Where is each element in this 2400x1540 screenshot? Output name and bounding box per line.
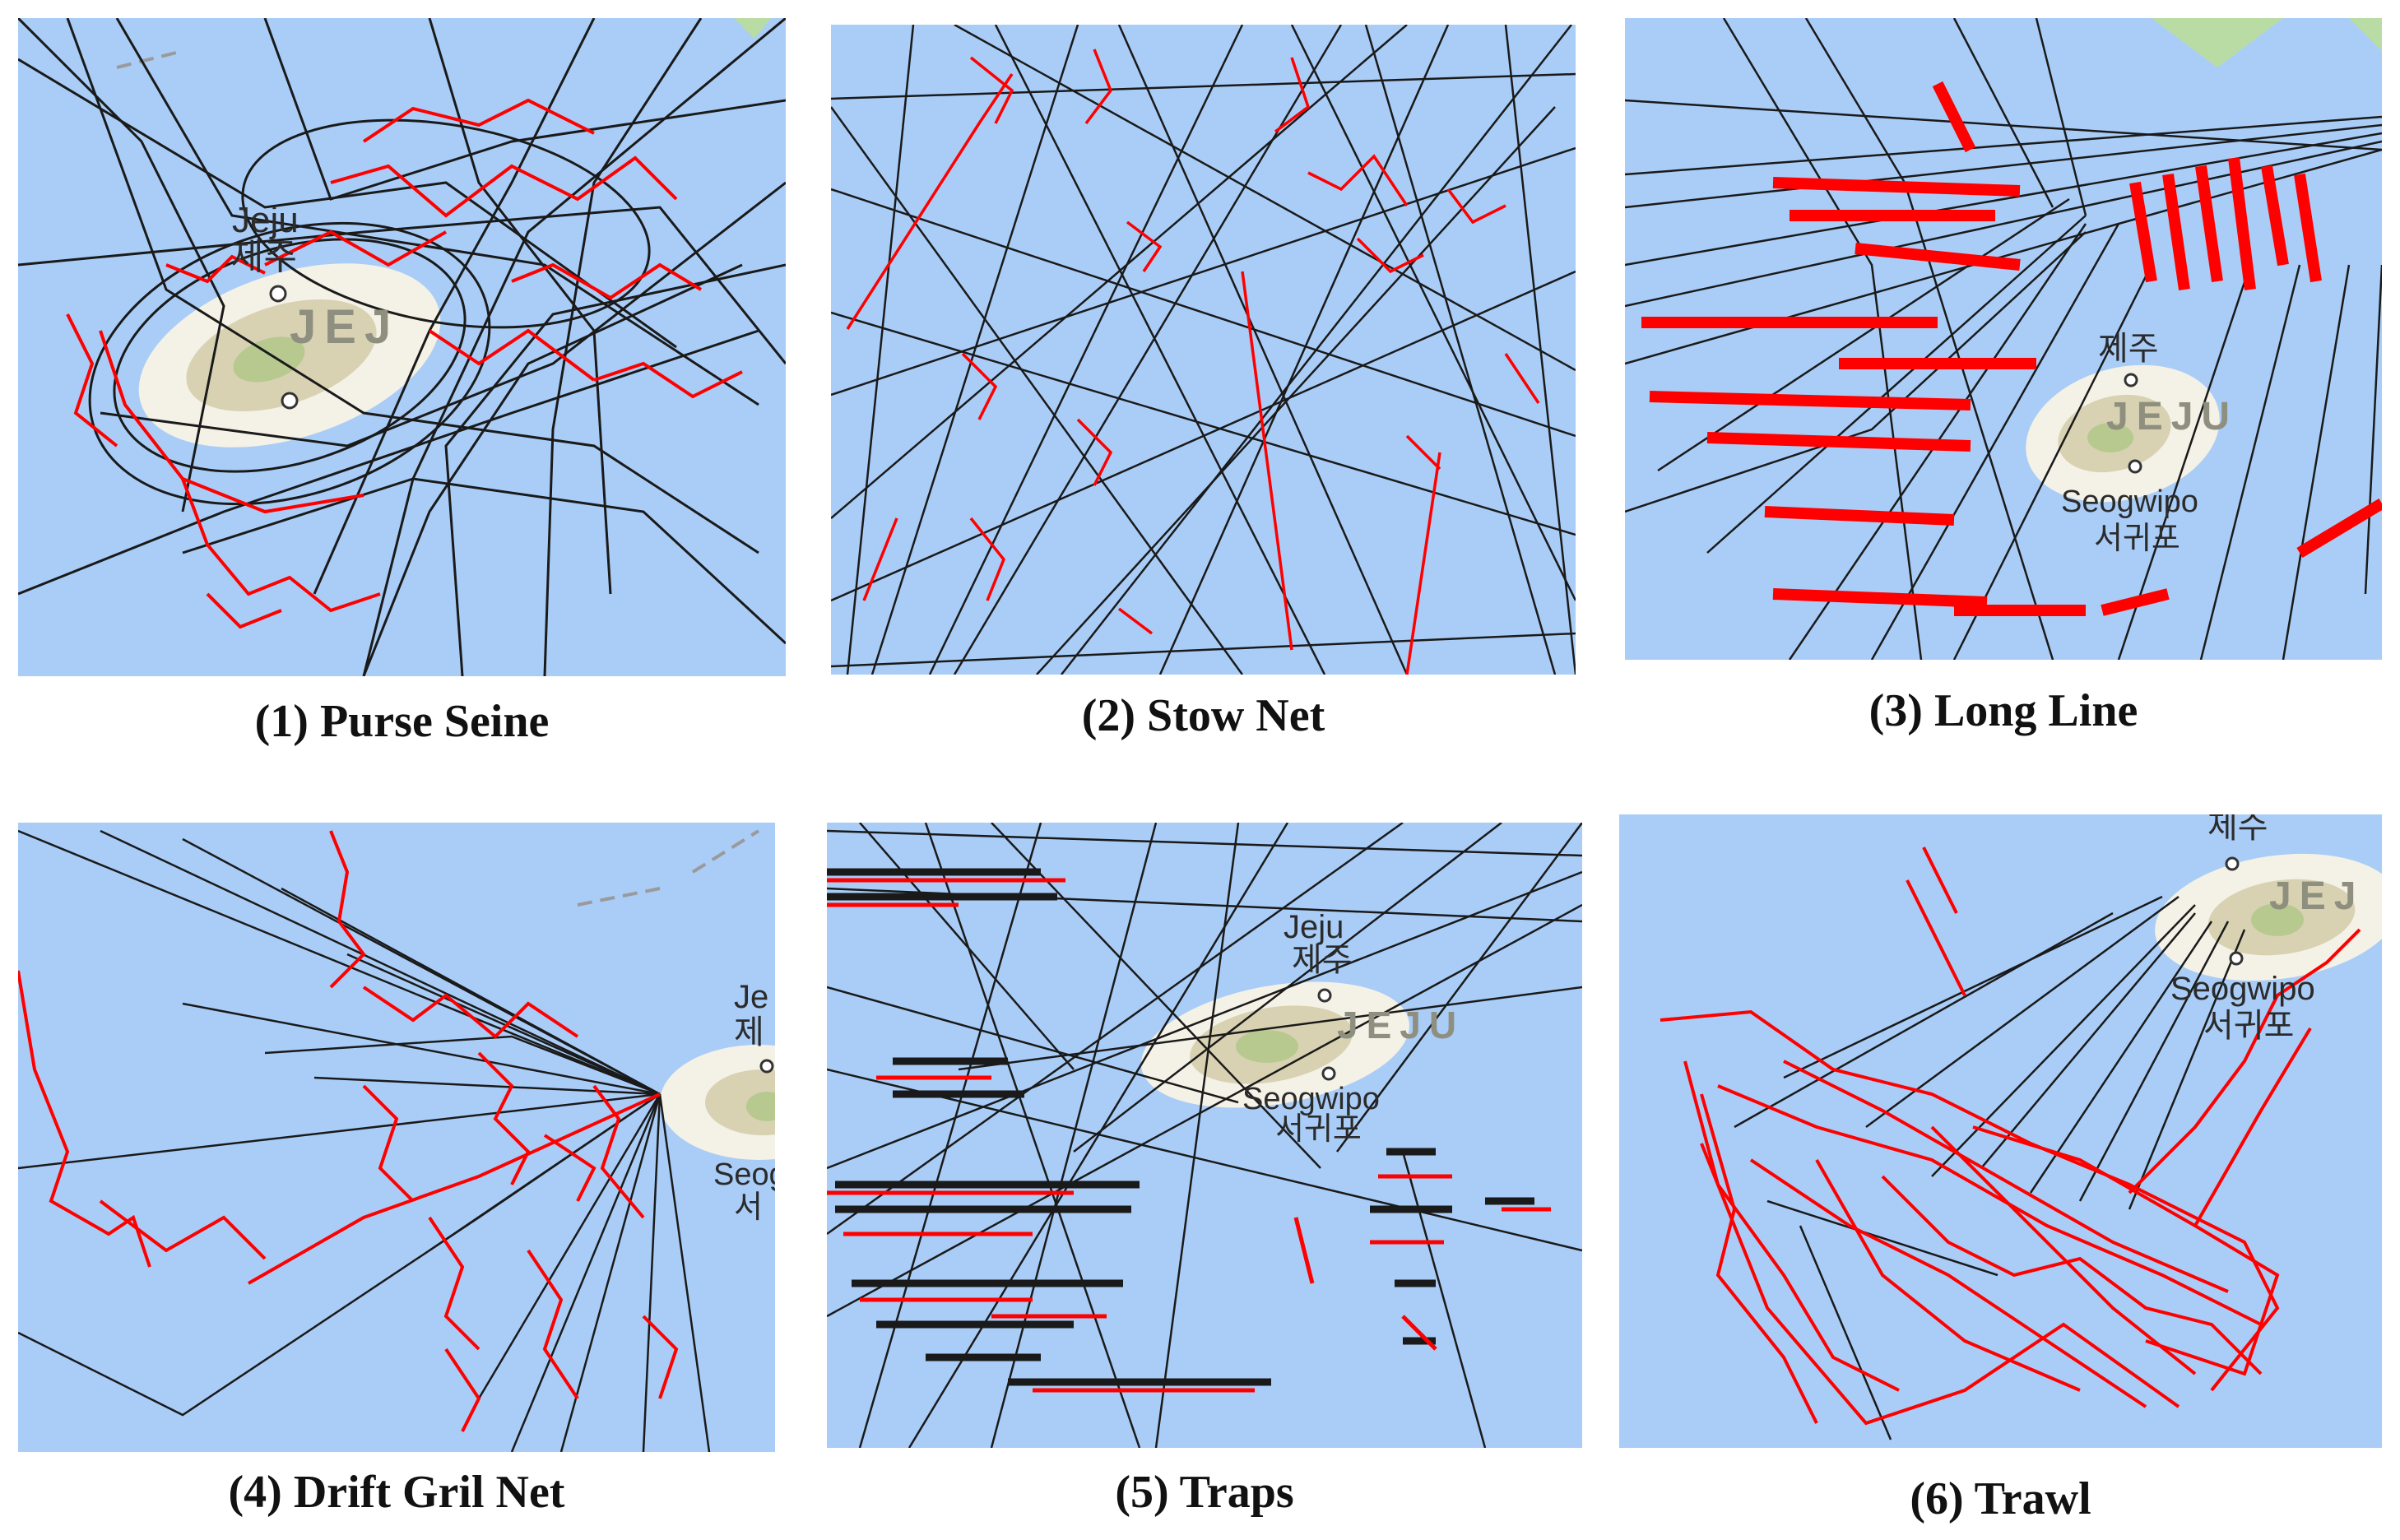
label-city-ko: 제주 [230, 237, 297, 277]
map-traps: Jeju 제주 JEJU Seogwipo 서귀포 [827, 823, 1582, 1448]
map-svg-purse-seine: Jeju 제주 JEJ [18, 18, 786, 676]
label-city2-en: Seogwipo [2170, 971, 2315, 1007]
label-city-ko: 제수 [2207, 814, 2268, 845]
red-tracks [18, 830, 679, 1432]
black-tracks [18, 18, 786, 676]
trap-lines [827, 868, 1534, 1386]
label-city-en: Jeju [232, 200, 299, 240]
caption-long-line: (3) Long Line [1868, 685, 2138, 736]
label-island: JEJ [290, 300, 399, 354]
map-long-line: 제주 JEJU Seogwipo 서귀포 [1625, 18, 2382, 660]
map-stow-net [831, 25, 1576, 675]
black-tracks [827, 823, 1582, 1448]
island-jeju [138, 263, 441, 448]
map-svg-trawl: 제수 JEJ Seogwipo 서귀포 [1619, 814, 2382, 1448]
label-city2-ko: 서 [734, 1190, 763, 1225]
caption-traps: (5) Traps [1115, 1467, 1294, 1518]
label-city-ko: 제 [734, 1014, 764, 1051]
map-svg-long-line: 제주 JEJU Seogwipo 서귀포 [1625, 18, 2382, 660]
island-jeju [2026, 364, 2220, 503]
label-city2-en: Seogwipo [1242, 1082, 1380, 1116]
label-city-ko: 제주 [2098, 331, 2159, 367]
red-tracks [827, 878, 1551, 1393]
caption-drift-gril-net: (4) Drift Gril Net [228, 1467, 565, 1518]
label-city2-en: Seog [713, 1157, 775, 1192]
map-trawl: 제수 JEJ Seogwipo 서귀포 [1619, 814, 2382, 1448]
caption-purse-seine: (1) Purse Seine [254, 696, 550, 747]
label-city2-en: Seogwipo [2061, 485, 2198, 519]
label-island: JEJU [2106, 395, 2238, 438]
label-city-ko: 제주 [1292, 942, 1353, 978]
caption-trawl: (6) Trawl [1910, 1473, 2091, 1524]
black-tracks [1734, 895, 2246, 1440]
island-jeju [660, 1045, 775, 1160]
caption-stow-net: (2) Stow Net [1081, 690, 1325, 741]
map-svg-traps: Jeju 제주 JEJU Seogwipo 서귀포 [827, 823, 1582, 1448]
label-island: JEJU [1337, 1004, 1465, 1046]
label-city-en: Je [734, 979, 768, 1015]
label-city2-ko: 서귀포 [1275, 1112, 1362, 1147]
red-tracks [66, 98, 743, 629]
red-tracks [1641, 81, 2382, 616]
red-tracks [846, 49, 1540, 675]
label-city2-ko: 서귀포 [2203, 1008, 2294, 1044]
black-tracks [831, 25, 1576, 675]
label-island: JEJ [2269, 874, 2364, 918]
map-purse-seine: Jeju 제주 JEJ [18, 18, 786, 676]
map-svg-drift-gril-net: Je 제 Seog 서 [18, 823, 775, 1452]
island-jeju [1141, 981, 1409, 1108]
red-tracks [1660, 847, 2361, 1426]
map-svg-stow-net [831, 25, 1576, 675]
map-drift-gril-net: Je 제 Seog 서 [18, 823, 775, 1452]
black-tracks [1625, 18, 2382, 660]
label-city-en: Jeju [1284, 909, 1344, 945]
black-tracks [18, 829, 711, 1452]
label-city2-ko: 서귀포 [2094, 522, 2180, 556]
